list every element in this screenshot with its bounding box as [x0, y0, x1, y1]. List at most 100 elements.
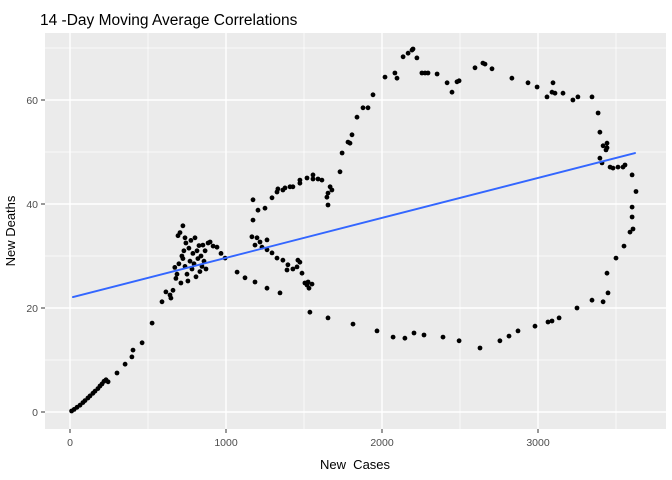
data-point — [434, 71, 440, 77]
data-point — [509, 75, 515, 81]
data-point — [254, 235, 260, 241]
data-point — [325, 190, 331, 196]
data-point — [252, 242, 258, 248]
data-point — [139, 340, 145, 346]
data-point — [409, 47, 415, 53]
data-point — [184, 271, 190, 277]
data-point — [310, 172, 316, 178]
data-point — [630, 226, 636, 232]
data-point — [440, 334, 446, 340]
data-point — [255, 207, 261, 213]
x-tick-label: 1000 — [214, 437, 238, 449]
data-point — [454, 79, 460, 85]
data-point — [347, 140, 353, 146]
data-point — [178, 280, 184, 286]
data-point — [597, 129, 603, 135]
data-point — [181, 248, 187, 254]
data-point — [560, 90, 566, 96]
data-point — [299, 270, 305, 276]
data-point — [264, 237, 270, 243]
data-point — [149, 320, 155, 326]
data-point — [198, 253, 204, 259]
data-point — [183, 240, 189, 246]
data-point — [130, 347, 136, 353]
data-point — [187, 258, 193, 264]
data-point — [214, 244, 220, 250]
data-point — [315, 176, 321, 182]
data-point — [525, 80, 531, 86]
data-point — [193, 274, 199, 280]
data-point — [284, 267, 290, 273]
data-point — [354, 114, 360, 120]
data-point — [597, 155, 603, 161]
data-point — [182, 235, 188, 241]
data-point — [174, 271, 180, 277]
data-point — [603, 147, 609, 153]
data-point — [477, 345, 483, 351]
data-point — [532, 323, 538, 329]
x-axis-title: New Cases — [320, 457, 391, 472]
y-tick-label: 60 — [26, 95, 38, 107]
data-point — [207, 239, 213, 245]
data-point — [282, 185, 288, 191]
data-point — [280, 257, 286, 263]
data-point — [544, 94, 550, 100]
data-point — [480, 60, 486, 66]
data-point — [607, 164, 613, 170]
grid-layer — [45, 33, 666, 429]
y-tick-label: 40 — [26, 199, 38, 211]
data-point — [621, 243, 627, 249]
data-point — [180, 256, 186, 261]
data-point — [365, 105, 371, 111]
data-point — [600, 143, 606, 149]
data-point — [620, 164, 626, 170]
data-point — [250, 197, 256, 203]
data-point — [297, 177, 303, 183]
data-point — [613, 255, 619, 261]
data-point — [604, 140, 610, 146]
data-point — [218, 251, 224, 256]
data-point — [604, 270, 610, 276]
data-point — [252, 279, 258, 285]
data-point — [249, 234, 255, 240]
data-point — [392, 70, 398, 76]
data-point — [545, 319, 551, 325]
data-point — [575, 94, 581, 100]
data-point — [627, 229, 633, 235]
y-axis-title: New Deaths — [3, 195, 18, 266]
data-point — [163, 289, 169, 295]
data-point — [605, 290, 611, 296]
data-point — [497, 338, 503, 344]
data-point — [210, 243, 216, 249]
data-point — [444, 80, 450, 86]
x-tick-label: 3000 — [526, 437, 550, 449]
data-point — [250, 217, 256, 223]
data-point — [394, 75, 400, 81]
data-point — [202, 248, 208, 254]
data-point — [307, 309, 313, 315]
data-point — [534, 84, 540, 90]
data-point — [190, 251, 196, 256]
data-point — [400, 54, 406, 60]
data-point — [570, 97, 576, 103]
data-point — [159, 299, 165, 305]
data-point — [405, 50, 411, 56]
data-point — [197, 269, 203, 274]
data-point — [264, 285, 270, 291]
data-point — [595, 110, 601, 116]
data-layer — [69, 46, 639, 414]
data-point — [349, 132, 355, 138]
data-point — [309, 281, 315, 287]
data-point — [290, 184, 296, 190]
data-point — [515, 328, 521, 334]
data-point — [269, 195, 275, 201]
data-point — [306, 285, 312, 291]
y-tick-label: 20 — [26, 303, 38, 315]
data-point — [269, 250, 275, 256]
data-point — [170, 287, 176, 293]
data-point — [192, 235, 198, 241]
data-point — [275, 186, 281, 192]
data-point — [506, 333, 512, 339]
data-point — [297, 259, 303, 265]
